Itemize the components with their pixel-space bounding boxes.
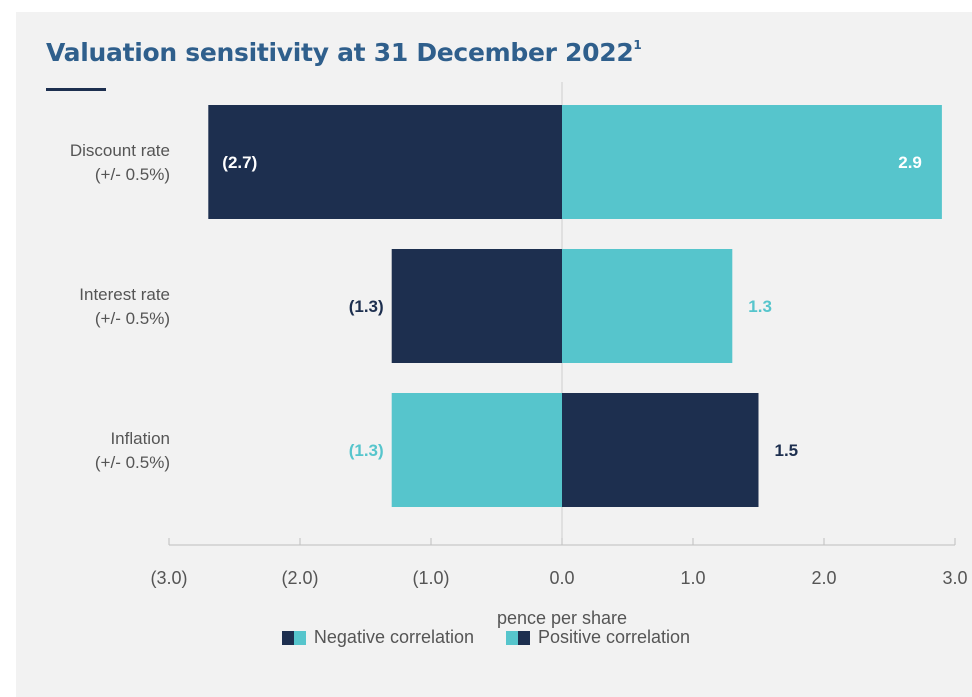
category-sublabel-1: (+/- 0.5%) <box>95 309 170 328</box>
category-sublabel-0: (+/- 0.5%) <box>95 165 170 184</box>
legend: Negative correlation Positive correlatio… <box>0 627 972 648</box>
x-tick-label-3: 0.0 <box>549 568 574 588</box>
x-tick-label-4: 1.0 <box>680 568 705 588</box>
value-label-positive-0: 2.9 <box>898 153 922 172</box>
title-underline <box>46 88 106 91</box>
bar-positive-2 <box>562 393 759 507</box>
bar-positive-1 <box>562 249 733 363</box>
x-tick-label-2: (1.0) <box>412 568 449 588</box>
x-axis-title: pence per share <box>497 608 627 628</box>
category-label-0: Discount rate <box>70 141 170 160</box>
value-label-negative-1: (1.3) <box>349 297 384 316</box>
x-tick-label-5: 2.0 <box>811 568 836 588</box>
legend-item-positive: Positive correlation <box>506 627 690 648</box>
bar-negative-0 <box>208 105 563 219</box>
value-label-negative-2: (1.3) <box>349 441 384 460</box>
value-label-positive-1: 1.3 <box>748 297 772 316</box>
value-label-positive-2: 1.5 <box>775 441 799 460</box>
value-label-negative-0: (2.7) <box>222 153 257 172</box>
category-sublabel-2: (+/- 0.5%) <box>95 453 170 472</box>
bar-negative-1 <box>391 249 562 363</box>
bar-negative-2 <box>391 393 562 507</box>
legend-item-negative: Negative correlation <box>281 627 474 648</box>
x-tick-label-1: (2.0) <box>281 568 318 588</box>
legend-swatch-positive <box>506 630 530 645</box>
legend-swatch-negative <box>281 630 306 645</box>
bar-positive-0 <box>562 105 942 219</box>
chart-title: Valuation sensitivity at 31 December 202… <box>46 37 642 67</box>
category-label-1: Interest rate <box>79 285 170 304</box>
x-tick-label-0: (3.0) <box>150 568 187 588</box>
x-tick-label-6: 3.0 <box>942 568 967 588</box>
category-label-2: Inflation <box>110 429 170 448</box>
legend-label-negative: Negative correlation <box>313 627 474 647</box>
legend-label-positive: Positive correlation <box>538 627 691 647</box>
